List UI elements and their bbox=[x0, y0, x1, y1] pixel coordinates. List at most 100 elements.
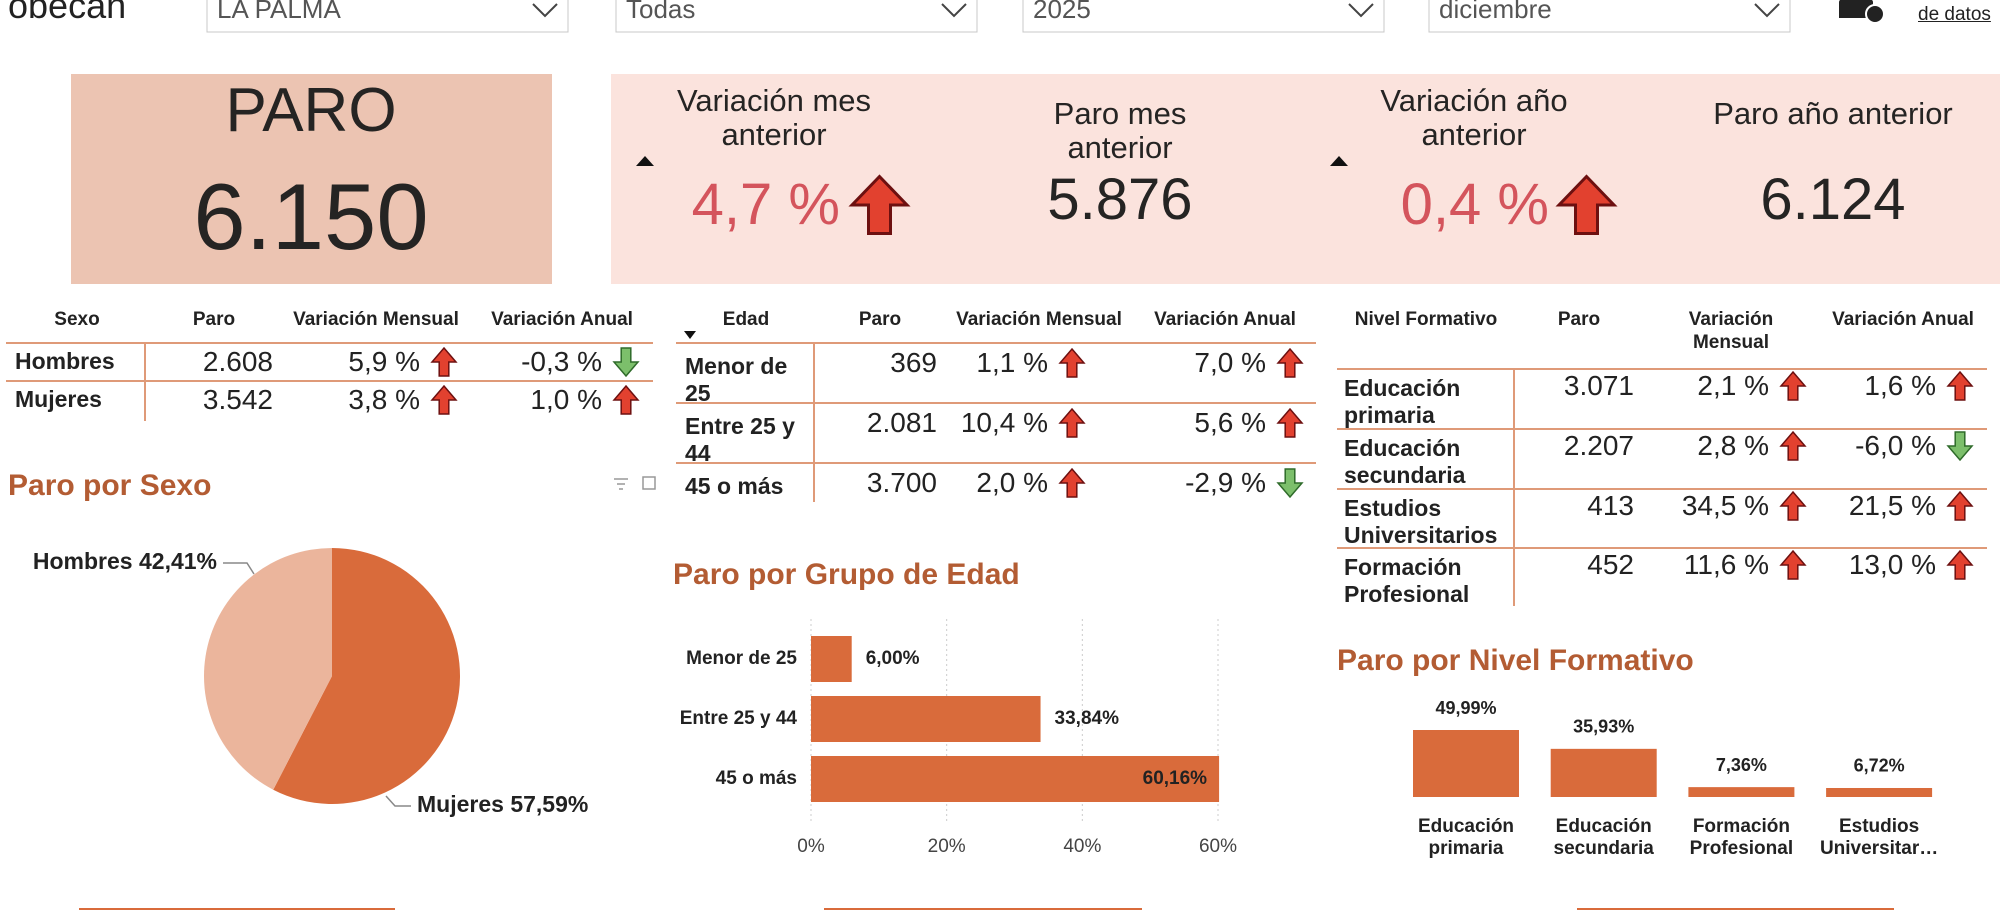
dropdown-value[interactable]: 2025 bbox=[1033, 0, 1091, 24]
arrow-up bbox=[848, 174, 911, 235]
card-label: Variación mes anterior bbox=[676, 83, 872, 152]
category-label: Entre 25 y 44 bbox=[680, 708, 798, 729]
row-label: 45 o más bbox=[685, 473, 784, 499]
table-value: 13,0 % bbox=[1848, 549, 1936, 580]
table-value: 413 bbox=[1587, 490, 1634, 521]
value-label: 35,93% bbox=[1573, 717, 1634, 737]
row-label: Formación Profesional bbox=[1344, 554, 1470, 607]
category-label: Educación secundaria bbox=[1553, 816, 1654, 859]
category-label: Menor de 25 bbox=[686, 648, 797, 669]
row-label: Estudios Universitarios bbox=[1344, 495, 1498, 548]
chart-title: Paro por Nivel Formativo bbox=[1337, 644, 1694, 677]
arrow-up bbox=[430, 384, 458, 415]
chart-title: Paro por Sexo bbox=[8, 469, 212, 502]
value-label: 7,36% bbox=[1716, 755, 1767, 775]
table-header: Nivel Formativo bbox=[1354, 309, 1498, 330]
dropdown-value[interactable]: LA PALMA bbox=[217, 0, 341, 24]
arrow-up bbox=[1779, 490, 1807, 521]
table-value: 452 bbox=[1587, 549, 1634, 580]
pie-slice bbox=[273, 548, 461, 804]
pie-label: Mujeres 57,59% bbox=[417, 791, 588, 817]
dropdown bbox=[615, 0, 978, 33]
table-header: Sexo bbox=[54, 309, 100, 330]
kpi-value: 6.150 bbox=[193, 164, 429, 269]
table-value: 2,1 % bbox=[1697, 370, 1769, 401]
download-link[interactable]: de datos bbox=[1918, 4, 1991, 25]
table-value: 10,4 % bbox=[960, 407, 1048, 438]
chevron bbox=[941, 3, 967, 18]
x-tick-label: 20% bbox=[928, 836, 966, 857]
leader-line bbox=[385, 795, 411, 807]
bar bbox=[811, 696, 1041, 742]
table-header: Variación Mensual bbox=[1688, 309, 1774, 353]
table-value: 21,5 % bbox=[1848, 490, 1936, 521]
arrow-up bbox=[1058, 347, 1086, 378]
arrow-down bbox=[1946, 431, 1974, 462]
bar bbox=[1826, 787, 1933, 797]
bar bbox=[1550, 748, 1657, 797]
table-value: 1,6 % bbox=[1864, 370, 1936, 401]
category-label: Formación Profesional bbox=[1689, 816, 1794, 859]
pie-value: 57,59% bbox=[510, 791, 588, 817]
card-value: 5.876 bbox=[1047, 167, 1193, 232]
dropdown-value[interactable]: diciembre bbox=[1439, 0, 1552, 24]
row-label: Educación primaria bbox=[1344, 375, 1461, 428]
table-value: 2,8 % bbox=[1697, 430, 1769, 461]
table-header: Variación Anual bbox=[491, 309, 633, 330]
table-value: -0,3 % bbox=[521, 346, 602, 377]
value-label: 60,16% bbox=[1143, 768, 1208, 789]
table-value: 3.700 bbox=[866, 467, 937, 498]
table-value: 1,1 % bbox=[976, 347, 1048, 378]
download-icon[interactable] bbox=[1839, 0, 1885, 24]
arrow-up bbox=[1946, 490, 1974, 521]
category-label: Estudios Universitar… bbox=[1819, 816, 1939, 859]
pie-slice bbox=[204, 548, 332, 790]
dropdown-value[interactable]: Todas bbox=[626, 0, 696, 24]
arrow-up bbox=[1058, 467, 1086, 498]
table-value: -2,9 % bbox=[1185, 467, 1266, 498]
row-label: Mujeres bbox=[15, 386, 102, 412]
table-value: 2.081 bbox=[866, 407, 937, 438]
value-label: 33,84% bbox=[1055, 708, 1120, 729]
row-label: Entre 25 y 44 bbox=[685, 413, 795, 466]
arrow-up bbox=[1946, 549, 1974, 580]
table-value: 3.071 bbox=[1563, 370, 1634, 401]
card-value: 6.124 bbox=[1760, 167, 1906, 232]
sort-indicator bbox=[684, 331, 696, 339]
table-value: 7,0 % bbox=[1194, 347, 1266, 378]
arrow-up bbox=[1779, 549, 1807, 580]
arrow-up bbox=[430, 346, 458, 377]
row-label: Educación secundaria bbox=[1344, 435, 1466, 488]
table-header: Variación Anual bbox=[1832, 309, 1974, 330]
table-header: Variación Mensual bbox=[293, 309, 459, 330]
focus-icon bbox=[642, 476, 656, 490]
kpi-box bbox=[71, 74, 552, 284]
pie-category: Mujeres bbox=[417, 791, 510, 817]
dropdown bbox=[1428, 0, 1791, 33]
chevron bbox=[1348, 3, 1374, 18]
table-header: Variación Mensual bbox=[956, 309, 1122, 330]
table-value: -6,0 % bbox=[1855, 430, 1936, 461]
table-value: 11,6 % bbox=[1683, 549, 1769, 580]
card-label: Paro año anterior bbox=[1713, 96, 1953, 131]
table-header: Paro bbox=[858, 309, 902, 330]
table-value: 2.207 bbox=[1563, 430, 1634, 461]
x-tick-label: 0% bbox=[797, 836, 825, 857]
kpi-cards-box bbox=[611, 74, 2000, 284]
category-label: 45 o más bbox=[716, 768, 797, 789]
sort-indicator bbox=[636, 156, 654, 166]
kpi-label: PARO bbox=[225, 76, 397, 145]
pie-label: Hombres 42,41% bbox=[33, 548, 217, 574]
db-icon bbox=[1839, 2, 1873, 18]
bar bbox=[1413, 730, 1519, 797]
card-value: 4,7 % bbox=[691, 172, 840, 237]
visual-icons[interactable] bbox=[614, 476, 656, 490]
table-value: 3,8 % bbox=[348, 384, 420, 415]
pie-value: 42,41% bbox=[139, 548, 217, 574]
value-label: 49,99% bbox=[1435, 698, 1496, 718]
table-value: 2.608 bbox=[202, 346, 273, 377]
x-tick-label: 60% bbox=[1199, 836, 1237, 857]
table-header: Paro bbox=[1557, 309, 1601, 330]
